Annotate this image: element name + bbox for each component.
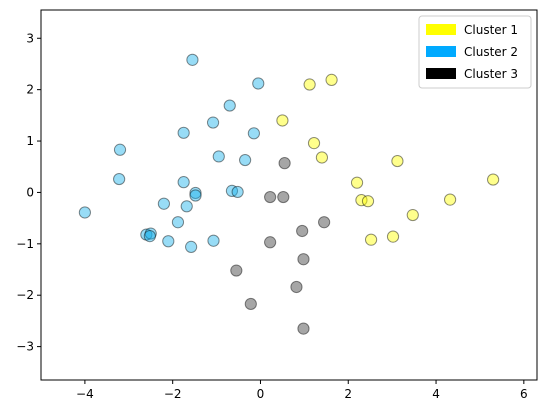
legend-swatch-3 bbox=[426, 68, 456, 79]
y-tick-label: 2 bbox=[26, 83, 34, 97]
data-point-1-9 bbox=[355, 194, 368, 207]
data-point-1-12 bbox=[406, 208, 419, 222]
data-point-1-11 bbox=[443, 193, 457, 206]
data-point-2-7 bbox=[113, 143, 127, 156]
data-point-3-7 bbox=[297, 253, 310, 266]
data-point-2-19 bbox=[171, 216, 185, 229]
data-point-2-5 bbox=[177, 126, 190, 139]
axes: −4 −2 0 2 4 6 −3 −2 −1 0 1 2 3 bbox=[16, 9, 538, 401]
data-point-2-13 bbox=[231, 185, 244, 199]
y-tick-label: −3 bbox=[16, 340, 34, 354]
x-tick-label: −2 bbox=[164, 387, 182, 401]
data-point-2-1 bbox=[186, 53, 199, 66]
data-point-2-24 bbox=[207, 234, 220, 247]
data-point-2-23 bbox=[162, 235, 175, 248]
data-point-2-10 bbox=[113, 172, 126, 186]
data-point-3-6 bbox=[264, 236, 277, 249]
data-point-2-25 bbox=[185, 240, 198, 253]
data-point-3-2 bbox=[264, 190, 277, 204]
legend-label-1: Cluster 1 bbox=[464, 23, 518, 37]
x-tick-label: 6 bbox=[520, 387, 528, 401]
data-point-1-4 bbox=[307, 137, 321, 150]
data-point-2-3 bbox=[223, 99, 236, 112]
data-point-1-14 bbox=[386, 230, 400, 243]
data-point-2-17 bbox=[180, 200, 193, 213]
x-tick-label: 4 bbox=[432, 387, 440, 401]
data-point-2-9 bbox=[239, 153, 252, 167]
legend-swatch-1 bbox=[426, 24, 456, 35]
plot-area bbox=[78, 53, 500, 335]
data-point-2-16 bbox=[157, 197, 170, 210]
data-point-1-6 bbox=[391, 154, 404, 168]
y-tick-label: −1 bbox=[16, 237, 34, 251]
data-point-2-20 bbox=[140, 228, 153, 241]
legend: Cluster 1 Cluster 2 Cluster 3 bbox=[418, 15, 532, 89]
data-point-3-8 bbox=[230, 264, 243, 277]
data-point-3-11 bbox=[297, 322, 310, 335]
data-point-2-8 bbox=[212, 150, 225, 163]
data-point-2-2 bbox=[252, 77, 265, 90]
x-tick-label: 0 bbox=[257, 387, 265, 401]
data-point-2-22 bbox=[143, 230, 156, 243]
plot-frame bbox=[40, 9, 538, 381]
y-tick-label: 0 bbox=[26, 185, 34, 199]
data-point-1-5 bbox=[315, 151, 329, 164]
data-point-3-5 bbox=[296, 224, 309, 238]
data-point-1-2 bbox=[325, 73, 338, 86]
data-point-3-10 bbox=[244, 297, 257, 311]
data-point-1-10 bbox=[361, 195, 375, 208]
legend-label-3: Cluster 3 bbox=[464, 67, 518, 81]
x-tick-label: −4 bbox=[76, 387, 94, 401]
data-point-2-18 bbox=[78, 206, 91, 219]
data-point-1-8 bbox=[350, 176, 364, 189]
y-tick-label: −2 bbox=[16, 288, 34, 302]
x-tick-label: 2 bbox=[344, 387, 352, 401]
legend-swatch-2 bbox=[426, 46, 456, 57]
legend-label-2: Cluster 2 bbox=[464, 45, 518, 59]
data-point-3-3 bbox=[277, 190, 290, 204]
data-point-2-15 bbox=[189, 189, 202, 202]
data-point-3-1 bbox=[278, 157, 291, 170]
y-tick-label: 3 bbox=[26, 31, 34, 45]
data-point-2-14 bbox=[189, 186, 202, 200]
data-point-3-4 bbox=[318, 216, 331, 229]
data-point-1-1 bbox=[303, 78, 316, 91]
data-point-1-13 bbox=[364, 233, 378, 246]
data-point-2-6 bbox=[247, 127, 260, 140]
data-point-2-4 bbox=[206, 116, 220, 129]
data-point-1-7 bbox=[487, 173, 500, 186]
data-point-1-3 bbox=[276, 114, 289, 127]
data-point-2-21 bbox=[144, 227, 157, 240]
data-point-3-9 bbox=[290, 280, 303, 294]
y-tick-label: 1 bbox=[26, 134, 34, 148]
data-point-2-12 bbox=[225, 184, 239, 197]
data-point-2-11 bbox=[177, 176, 190, 189]
